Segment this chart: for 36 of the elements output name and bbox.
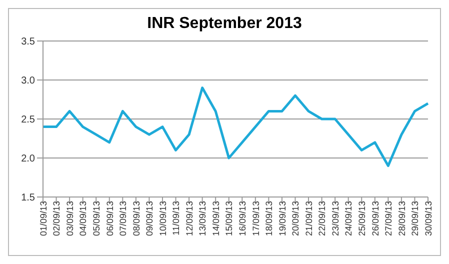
y-tick-label: 3.5 [21,36,36,48]
x-tick-label: 15/09/13 [224,201,234,236]
x-tick-label: 18/09/13 [264,201,274,236]
y-tick-label: 2.5 [21,114,36,126]
x-tick-label: 09/09/13 [144,201,155,236]
x-tick-label: 25/09/13 [357,201,368,236]
x-tick-label: 28/09/13 [396,201,407,236]
x-tick-label: 04/09/13 [78,201,88,236]
y-tick-label: 3.0 [21,76,36,87]
x-tick-label: 29/09/13 [410,201,420,236]
x-tick-label: 02/09/13 [52,201,62,236]
x-tick-label: 14/09/13 [210,201,221,236]
x-tick-label: 16/09/13 [238,201,248,236]
x-tick-label: 12/09/13 [184,201,194,236]
x-tick-label: 22/09/13 [317,201,328,236]
x-tick-label: 24/09/13 [344,201,354,236]
x-tick-label: 10/09/13 [158,201,168,236]
x-tick-label: 08/09/13 [131,201,142,236]
x-tick-label: 17/09/13 [250,201,261,236]
x-tick-label: 13/09/13 [198,201,208,236]
x-tick-label: 01/09/13 [38,201,48,236]
x-tick-label: 19/09/13 [277,201,288,236]
x-tick-label: 07/09/13 [118,201,128,236]
x-tick-label: 20/09/13 [290,201,301,236]
x-tick-label: 26/09/13 [370,201,380,236]
x-tick-label: 05/09/13 [91,201,102,236]
y-tick-label: 1.5 [21,192,36,204]
x-tick-label: 21/09/13 [304,201,314,236]
x-tick-label: 23/09/13 [330,201,340,236]
chart-title: INR September 2013 [146,14,303,34]
x-tick-label: 03/09/13 [64,201,75,236]
y-tick-label: 2.0 [21,154,36,165]
x-tick-label: 27/09/13 [384,201,394,236]
x-tick-label: 11/09/13 [171,201,182,236]
x-tick-label: 30/09/13 [423,201,434,236]
x-tick-label: 06/09/13 [104,201,115,236]
